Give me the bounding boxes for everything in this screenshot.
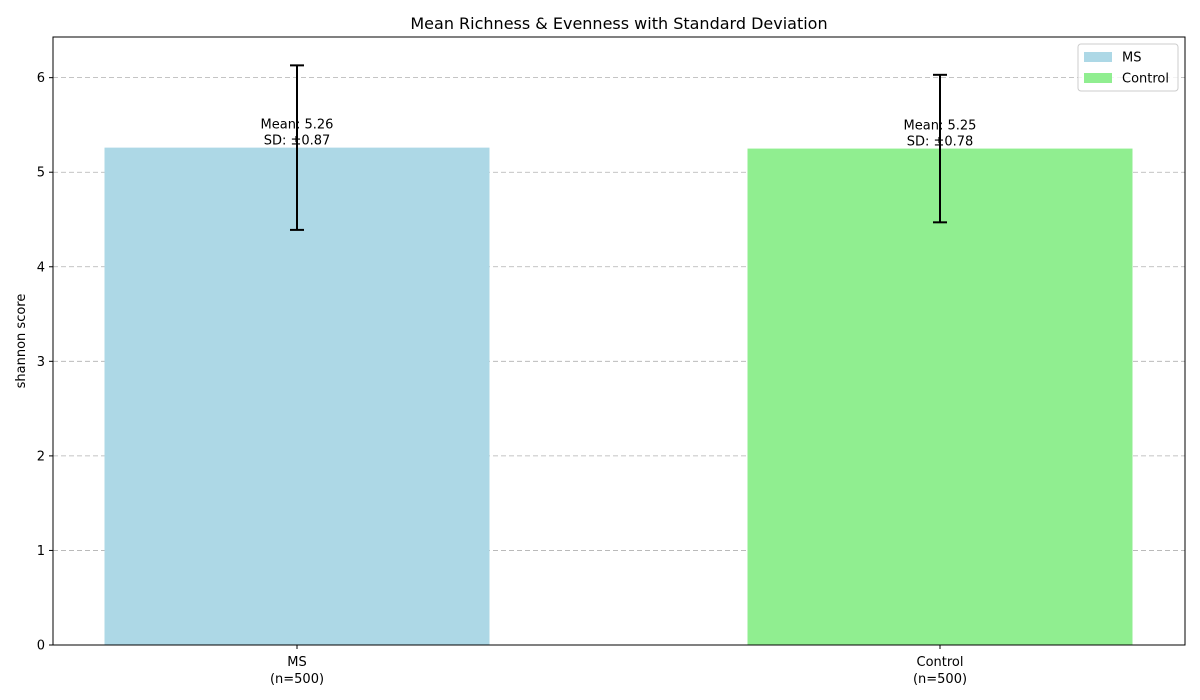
y-tick-label-0: 0	[37, 639, 45, 654]
data-label-sd-1: SD: ±0.78	[907, 135, 974, 150]
legend-swatch-0	[1084, 52, 1112, 62]
data-label-sd-0: SD: ±0.87	[264, 134, 331, 149]
y-tick-label-5: 5	[37, 166, 45, 181]
x-tick-sublabel-1: (n=500)	[913, 672, 967, 687]
data-label-mean-1: Mean: 5.25	[904, 119, 977, 134]
x-tick-label-1: Control	[917, 655, 964, 670]
x-tick-label-0: MS	[287, 655, 306, 670]
legend: MS Control	[1077, 43, 1179, 92]
bars	[104, 147, 1133, 646]
error-bars	[290, 64, 947, 231]
data-label-mean-0: Mean: 5.26	[261, 118, 334, 133]
y-tick-label-2: 2	[37, 449, 45, 464]
y-tick-label-6: 6	[37, 71, 45, 86]
legend-label-1: Control	[1122, 72, 1169, 87]
y-tick-label-3: 3	[37, 355, 45, 370]
legend-swatch-1	[1084, 73, 1112, 83]
x-tick-sublabel-0: (n=500)	[270, 672, 324, 687]
y-axis-ticks: 0 1 2 3 4 5 6	[37, 71, 53, 654]
bar-control	[747, 148, 1133, 646]
plot-area-frame	[52, 36, 1186, 646]
y-tick-label-4: 4	[37, 260, 45, 275]
legend-label-0: MS	[1122, 51, 1141, 66]
y-tick-label-1: 1	[37, 544, 45, 559]
y-axis-label: shannon score	[14, 294, 29, 389]
x-axis-ticks: MS (n=500) Control (n=500)	[270, 645, 967, 687]
chart-title: Mean Richness & Evenness with Standard D…	[410, 14, 827, 33]
